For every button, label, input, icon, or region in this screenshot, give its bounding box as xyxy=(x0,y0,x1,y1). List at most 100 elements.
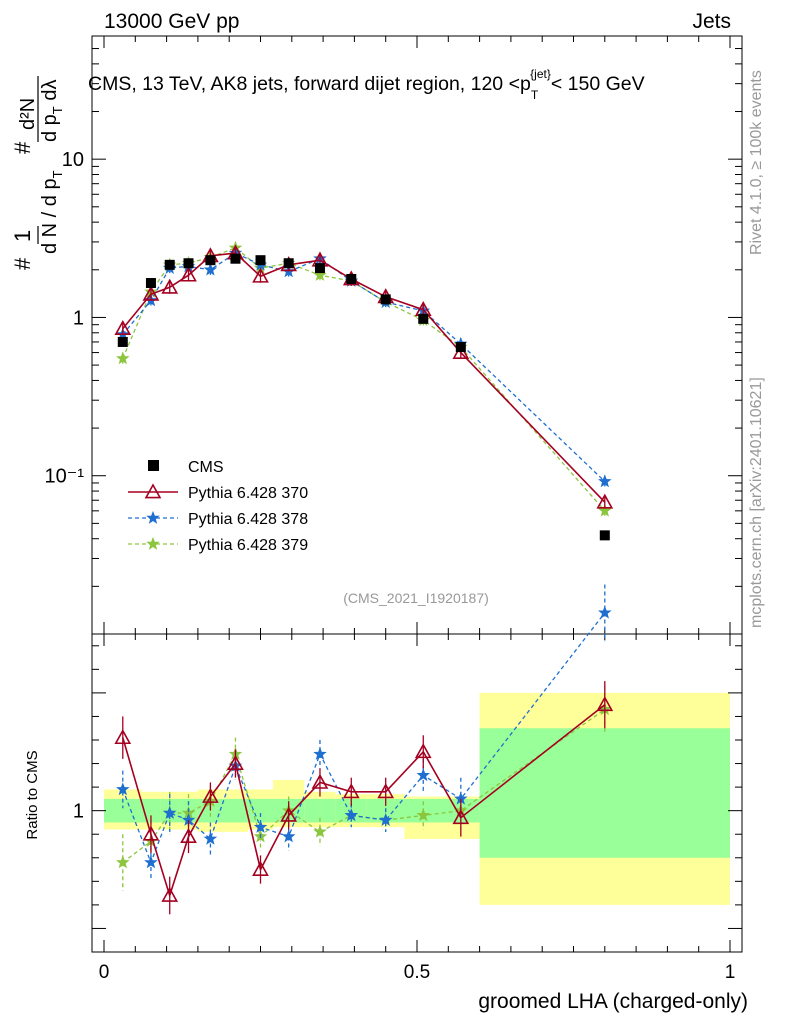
ratio-point xyxy=(227,754,244,770)
title-post: < 150 GeV xyxy=(551,73,645,95)
data-point xyxy=(598,474,612,488)
chart-title: CMS, 13 TeV, AK8 jets, forward dijet reg… xyxy=(88,67,645,102)
cms-data-point xyxy=(314,263,325,274)
legend-label: CMS xyxy=(188,459,224,476)
ratio-point xyxy=(377,783,395,799)
ratio-point xyxy=(202,787,219,803)
ylabel-den2-sub: T xyxy=(50,106,65,114)
data-point xyxy=(142,285,160,301)
ratio-band-stat xyxy=(479,728,730,858)
y-tick-label: 10 xyxy=(62,149,84,171)
series-line xyxy=(122,252,606,482)
ratio-series-line xyxy=(122,704,606,899)
ratio-y-tick-label: 1 xyxy=(73,801,84,823)
ratio-point xyxy=(313,824,327,838)
ratio-point xyxy=(142,825,160,841)
ratio-point xyxy=(144,855,158,869)
ratio-point xyxy=(414,743,432,759)
ratio-bands xyxy=(104,692,730,905)
ratio-point xyxy=(452,809,470,825)
title-sub: T xyxy=(531,88,539,102)
cms-data-point xyxy=(255,255,266,266)
cms-data-point xyxy=(117,336,128,347)
legend-marker xyxy=(144,483,162,499)
legend-label: Pythia 6.428 378 xyxy=(188,511,308,528)
data-point xyxy=(598,503,612,517)
ratio-band-stat xyxy=(222,798,248,823)
data-point xyxy=(180,266,197,282)
ylabel-hash: # xyxy=(10,257,35,270)
ratio-point xyxy=(162,805,177,819)
cms-data-point xyxy=(455,342,466,353)
data-point xyxy=(252,267,269,283)
cms-data-point xyxy=(283,258,294,269)
ratio-point xyxy=(311,773,329,789)
ratio-band-stat xyxy=(304,798,336,823)
cms-data-point xyxy=(380,294,391,305)
cms-data-point xyxy=(183,258,194,269)
y-axis-label: # 1 d N / d pT # d²N d pT dλ xyxy=(10,76,65,270)
cms-data-point xyxy=(346,273,357,284)
data-point xyxy=(596,493,614,509)
data-point xyxy=(313,268,327,281)
source-label: mcplots.cern.ch [arXiv:2401.10621] xyxy=(748,377,765,628)
ratio-point xyxy=(598,605,612,619)
ratio-point xyxy=(313,746,327,760)
ratio-point xyxy=(114,728,132,745)
ratio-point xyxy=(252,860,269,876)
ratio-point xyxy=(378,812,393,826)
ratio-y-label: Ratio to CMS xyxy=(24,750,41,839)
ratio-band-stat xyxy=(104,798,142,823)
ratio-point xyxy=(116,855,130,869)
rivet-version-label: Rivet 4.1.0, ≥ 100k events xyxy=(748,70,765,255)
category-label: Jets xyxy=(692,10,731,33)
ratio-point xyxy=(116,782,130,796)
data-point xyxy=(203,262,218,276)
cms-data-point xyxy=(205,255,216,266)
ratio-point xyxy=(344,808,359,822)
ylabel-num2: d²N xyxy=(17,98,39,130)
ratio-point xyxy=(161,886,179,902)
x-tick-label: 0 xyxy=(99,962,110,983)
cms-data-point xyxy=(145,278,156,289)
ylabel-den2-lambda: dλ xyxy=(39,80,61,107)
ylabel-den2-text: d p xyxy=(39,114,61,142)
ylabel-den1: d N / d pT xyxy=(39,170,65,254)
data-point xyxy=(161,278,179,294)
x-tick-label: 1 xyxy=(725,962,736,983)
legend-marker xyxy=(146,536,160,550)
cms-data-point xyxy=(599,530,610,541)
ratio-point xyxy=(281,829,296,843)
data-point xyxy=(114,319,132,336)
data-point xyxy=(116,351,130,365)
ratio-point xyxy=(180,827,197,843)
ratio-series-line xyxy=(122,612,606,865)
legend-label: Pythia 6.428 379 xyxy=(188,537,308,554)
ratio-point xyxy=(596,696,614,712)
ylabel-hash2: # xyxy=(10,141,35,154)
ratio-panel xyxy=(91,633,743,953)
cms-data-point xyxy=(164,259,175,270)
cms-data-point xyxy=(418,313,429,324)
ratio-point xyxy=(280,806,298,822)
axes: 0 0.5 1 10⁻¹ 1 10 1 xyxy=(45,35,742,983)
ratio-point xyxy=(253,820,268,833)
ylabel-den1-text: d N / d p xyxy=(39,178,61,254)
cms-data-point xyxy=(230,253,241,264)
title-sup: {jet} xyxy=(530,67,551,81)
analysis-id: (CMS_2021_I1920187) xyxy=(343,590,489,606)
ratio-point xyxy=(416,768,431,782)
legend-label: Pythia 6.428 370 xyxy=(188,485,308,502)
legend-marker xyxy=(146,510,160,524)
ratio-point xyxy=(203,831,218,845)
ylabel-den2: d pT dλ xyxy=(39,80,65,142)
x-tick-label: 0.5 xyxy=(404,962,430,983)
ratio-band-stat xyxy=(247,798,274,823)
ylabel-den1-sub: T xyxy=(50,170,65,178)
ratio-point xyxy=(416,808,431,822)
y-tick-label: 10⁻¹ xyxy=(45,466,85,488)
ratio-point xyxy=(342,783,360,799)
title-pre: CMS, 13 TeV, AK8 jets, forward dijet reg… xyxy=(88,73,531,95)
x-axis-label: groomed LHA (charged-only) xyxy=(478,990,748,1013)
